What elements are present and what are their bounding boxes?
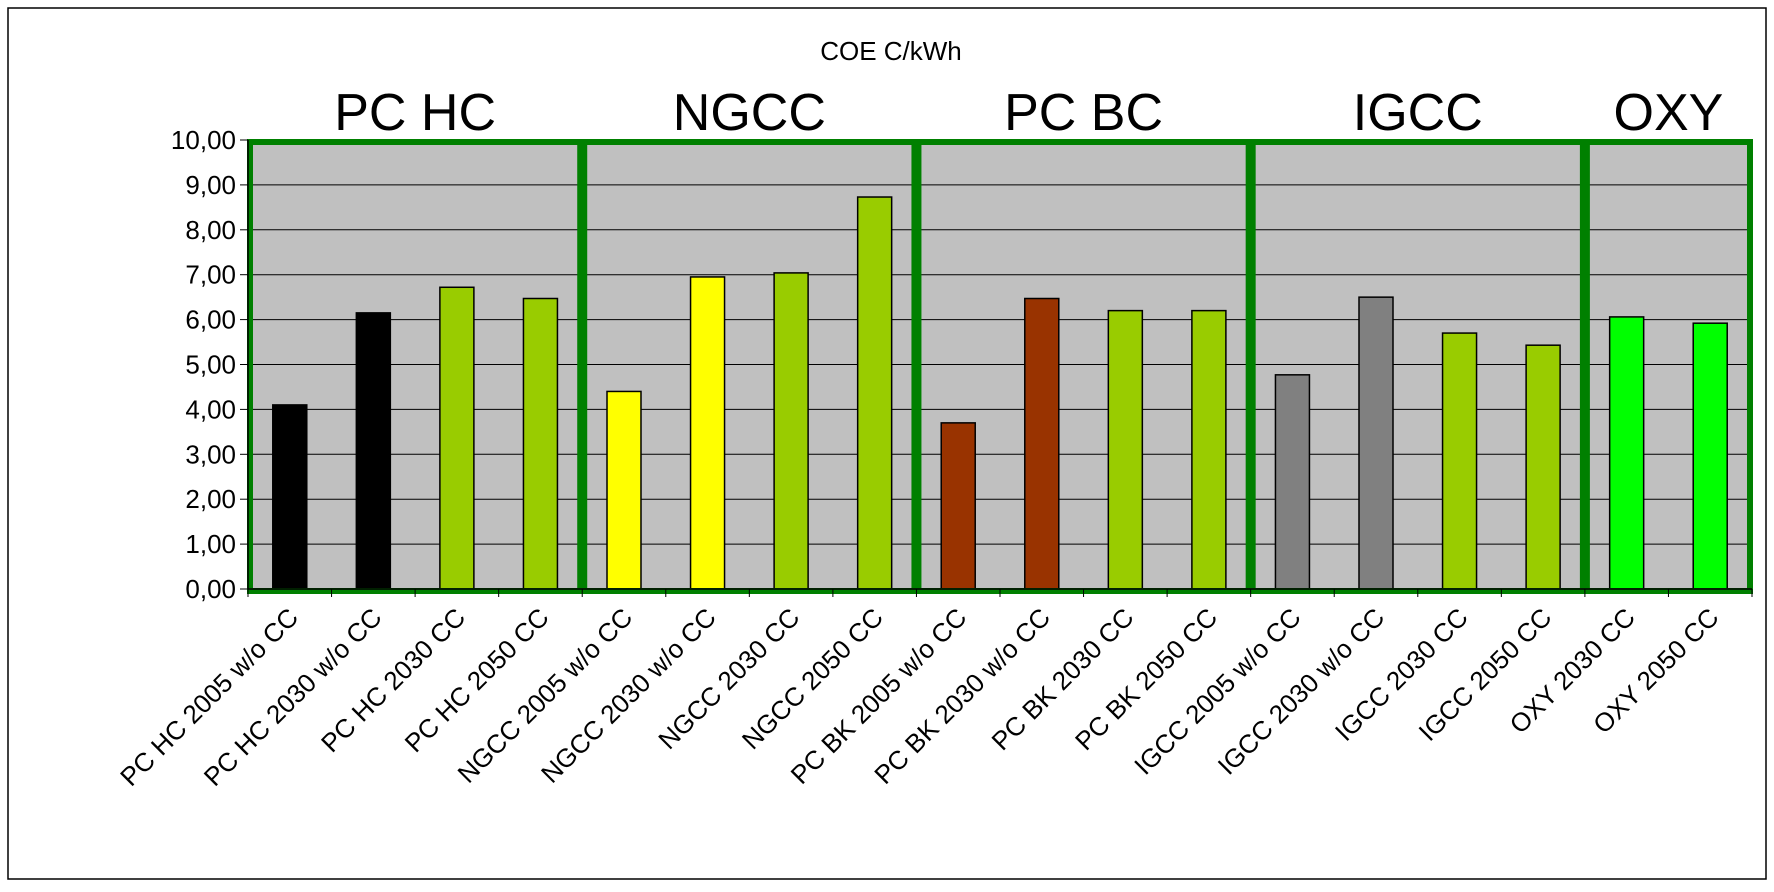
- y-tick-label: 6,00: [185, 305, 236, 335]
- bar: [773, 272, 809, 590]
- bar: [439, 286, 475, 590]
- bar: [1274, 374, 1311, 590]
- y-tick-label: 10,00: [171, 125, 236, 155]
- bar: [355, 312, 392, 590]
- y-tick-label: 3,00: [185, 439, 236, 469]
- bar: [940, 422, 976, 590]
- bar: [1024, 297, 1060, 590]
- y-tick-label: 5,00: [185, 350, 236, 380]
- y-tick-label: 9,00: [185, 170, 236, 200]
- group-label: PC BC: [1004, 84, 1163, 142]
- chart-title: COE C/kWh: [820, 36, 962, 66]
- bar: [1107, 309, 1144, 590]
- bar: [606, 390, 642, 590]
- bar: [1191, 309, 1227, 590]
- group-label: PC HC: [334, 84, 496, 142]
- y-tick-label: 4,00: [185, 394, 236, 424]
- axes: [240, 139, 1753, 597]
- y-tick-label: 7,00: [185, 260, 236, 290]
- y-tick-label: 8,00: [185, 215, 236, 245]
- group-label: OXY: [1614, 84, 1724, 142]
- bar: [1692, 322, 1728, 590]
- bar: [272, 404, 308, 590]
- bar: [1358, 296, 1394, 590]
- bar: [689, 276, 726, 590]
- bar: [522, 297, 559, 590]
- bars: [272, 196, 1728, 590]
- group-label: NGCC: [673, 84, 826, 142]
- y-tick-label: 2,00: [185, 484, 236, 514]
- y-tick-label: 1,00: [185, 529, 236, 559]
- bar: [856, 196, 893, 590]
- group-label: IGCC: [1353, 84, 1483, 142]
- bar: [1441, 332, 1478, 590]
- y-tick-label: 0,00: [185, 574, 236, 604]
- bar: [1608, 316, 1645, 590]
- bar: [1525, 344, 1561, 590]
